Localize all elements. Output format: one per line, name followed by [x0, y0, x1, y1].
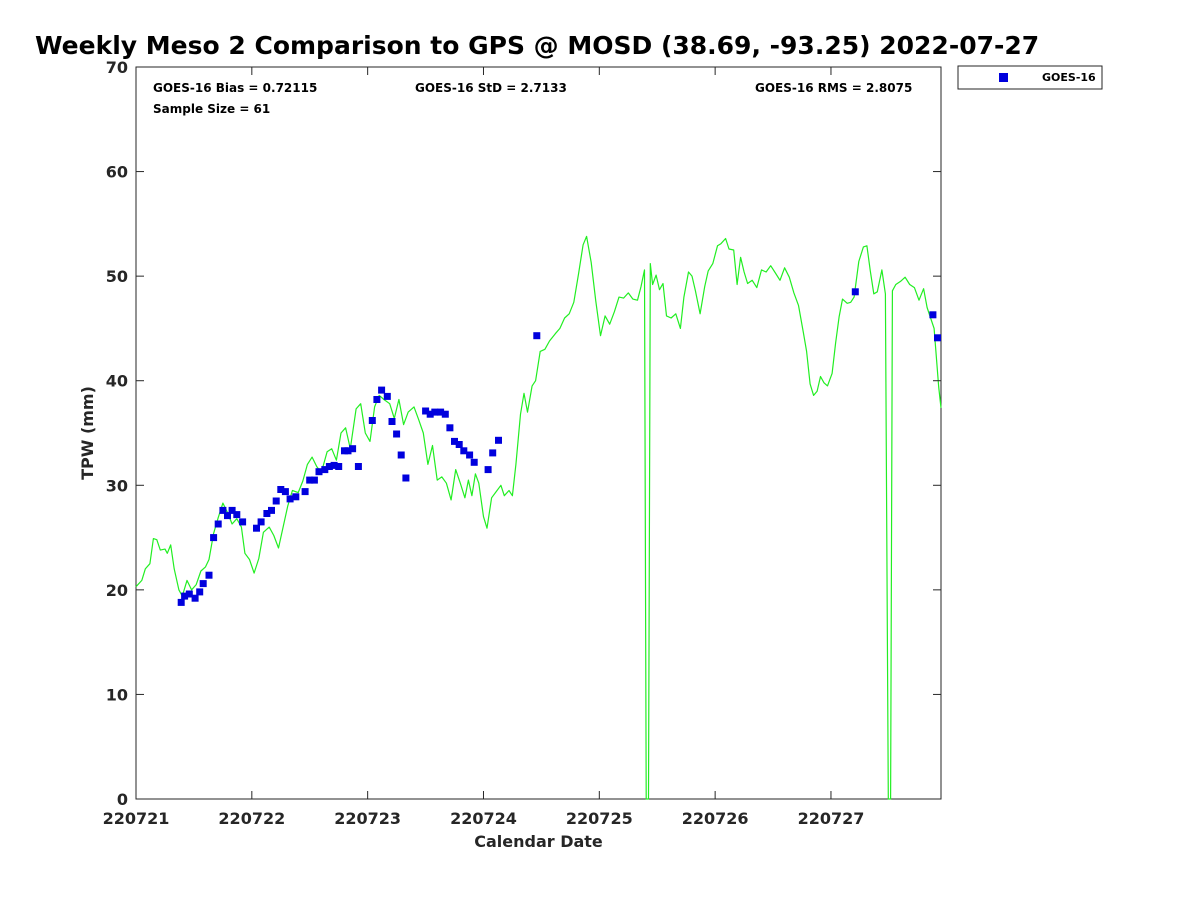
goes-data-point — [373, 396, 381, 403]
goes-data-point — [441, 410, 449, 418]
goes-data-point — [199, 580, 207, 588]
goes-data-point — [228, 506, 236, 514]
y-axis-label: TPW (mm) — [78, 386, 97, 480]
goes-data-point — [388, 418, 396, 425]
goes-data-point — [210, 534, 218, 542]
goes-data-point — [455, 441, 463, 448]
legend-label-goes: GOES-16 — [1042, 71, 1096, 84]
x-tick-label: 220725 — [566, 809, 633, 828]
goes-data-point — [281, 488, 289, 496]
goes-data-point — [286, 495, 294, 503]
goes-data-point — [460, 447, 468, 455]
goes-data-point — [306, 476, 314, 484]
y-tick-label: 10 — [106, 685, 128, 704]
goes-data-point — [272, 497, 280, 505]
goes-data-point — [437, 408, 445, 416]
gps-series-layer — [135, 235, 942, 800]
goes-data-point — [402, 474, 410, 482]
x-tick-label: 220727 — [798, 809, 865, 828]
stat-bias: GOES-16 Bias = 0.72115 — [153, 81, 317, 95]
goes-data-point — [191, 594, 199, 602]
chart-title: Weekly Meso 2 Comparison to GPS @ MOSD (… — [35, 31, 1039, 60]
goes-data-point — [851, 288, 859, 296]
plot-area — [135, 66, 942, 800]
goes-data-point — [219, 506, 227, 514]
legend-marker-goes — [999, 73, 1008, 82]
x-tick-label: 220726 — [682, 809, 749, 828]
goes-data-point — [368, 417, 376, 424]
y-tick-label: 30 — [106, 476, 128, 495]
goes-data-point — [196, 588, 204, 596]
legend-box — [957, 65, 1103, 90]
goes-data-point — [495, 436, 502, 444]
goes-data-point — [397, 451, 405, 459]
stat-rms: GOES-16 RMS = 2.8075 — [755, 81, 912, 95]
goes-data-point — [325, 463, 333, 470]
goes-data-point — [233, 511, 241, 519]
goes-data-point — [253, 524, 260, 532]
y-tick-label: 20 — [106, 581, 128, 600]
goes-data-point — [257, 518, 265, 526]
goes-data-point — [239, 518, 247, 526]
x-axis: 220721 220722 220723 220724 220725 220726 2207… — [103, 67, 865, 828]
plot-frame — [135, 66, 942, 800]
x-tick-label: 220722 — [218, 809, 285, 828]
goes-data-point — [263, 510, 271, 517]
goes-data-point — [934, 334, 941, 342]
goes-data-point — [431, 408, 439, 416]
legend: GOES-16 — [957, 65, 1103, 90]
goes-data-point — [451, 437, 458, 445]
goes-data-point — [422, 407, 430, 415]
y-tick-label: 50 — [106, 267, 128, 286]
goes-data-point — [929, 311, 937, 319]
goes-data-point — [310, 476, 318, 484]
y-axis: 0 10 20 30 40 50 60 70 — [106, 58, 941, 809]
goes-data-point — [378, 386, 386, 394]
goes-data-point — [177, 598, 185, 606]
stat-sample-size: Sample Size = 61 — [153, 102, 270, 116]
stat-std: GOES-16 StD = 2.7133 — [415, 81, 567, 95]
goes-data-point — [277, 486, 285, 493]
x-tick-label: 220724 — [450, 809, 517, 828]
goes-data-point — [301, 488, 309, 496]
goes-data-point — [489, 449, 497, 457]
goes-data-point — [335, 463, 343, 470]
goes-data-point — [214, 520, 222, 528]
goes-data-point — [466, 451, 474, 459]
x-tick-label: 220723 — [334, 809, 401, 828]
goes-data-point — [426, 410, 434, 418]
x-tick-label: 220721 — [103, 809, 170, 828]
goes-data-point — [292, 493, 300, 501]
goes-data-point — [354, 463, 362, 470]
goes-data-point — [446, 424, 454, 432]
goes-data-point — [393, 430, 401, 438]
goes-data-point — [484, 466, 492, 474]
gps-series-line — [135, 235, 942, 800]
goes-data-point — [181, 592, 189, 600]
goes-data-point — [268, 506, 275, 514]
goes-data-point — [344, 447, 352, 455]
y-tick-label: 60 — [106, 163, 128, 182]
goes-data-point — [349, 445, 357, 453]
x-axis-label: Calendar Date — [474, 832, 603, 851]
goes-data-point — [321, 466, 329, 474]
goes-data-point — [205, 571, 213, 579]
goes-data-point — [224, 512, 231, 520]
goes-data-point — [470, 458, 478, 466]
goes-data-point — [533, 332, 541, 340]
y-tick-label: 40 — [106, 372, 128, 391]
goes-data-point — [383, 392, 391, 400]
y-tick-label: 0 — [117, 790, 128, 809]
goes-data-point — [330, 461, 338, 469]
goes-series-layer — [177, 288, 941, 606]
goes-data-point — [185, 590, 193, 598]
y-tick-label: 70 — [106, 58, 128, 77]
goes-data-point — [315, 468, 323, 476]
